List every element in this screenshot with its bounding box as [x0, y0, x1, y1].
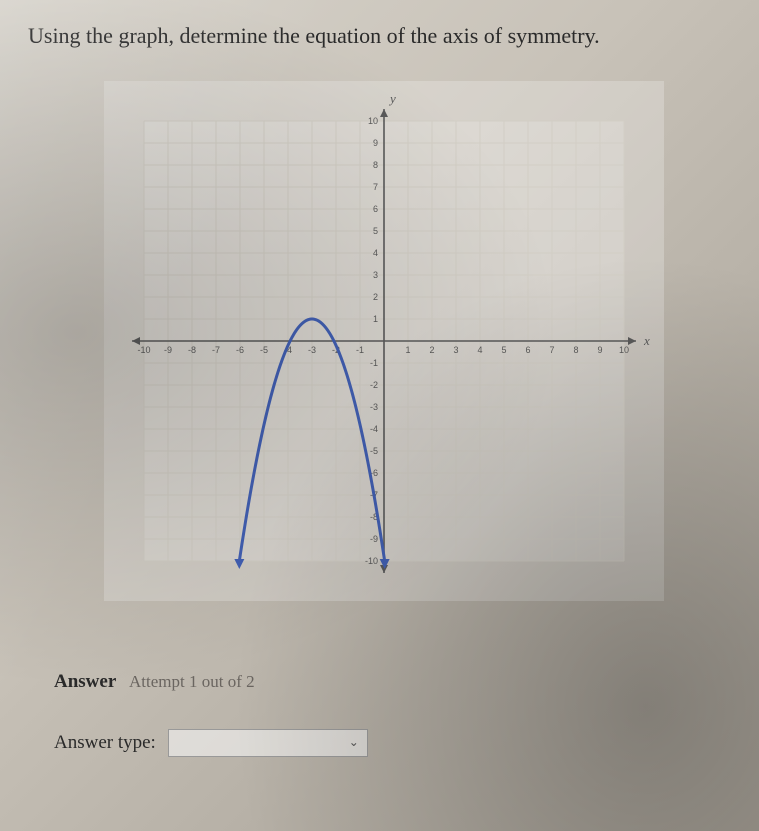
question-text: Using the graph, determine the equation …: [28, 22, 739, 51]
svg-text:-7: -7: [211, 345, 219, 355]
svg-text:y: y: [388, 91, 396, 106]
svg-text:-3: -3: [307, 345, 315, 355]
svg-text:x: x: [643, 333, 650, 348]
svg-text:7: 7: [549, 345, 554, 355]
answer-type-label: Answer type:: [54, 732, 156, 754]
answer-heading: Answer: [54, 671, 116, 692]
svg-text:6: 6: [372, 204, 377, 214]
svg-text:3: 3: [372, 270, 377, 280]
svg-text:-6: -6: [235, 345, 243, 355]
svg-text:-10: -10: [364, 556, 377, 566]
svg-text:8: 8: [573, 345, 578, 355]
svg-text:7: 7: [372, 182, 377, 192]
graph-container: -10-9-8-7-6-5-4-3-2-112345678910-10-9-8-…: [104, 81, 664, 601]
svg-text:-5: -5: [369, 446, 377, 456]
svg-text:-10: -10: [137, 345, 150, 355]
svg-text:2: 2: [429, 345, 434, 355]
chevron-down-icon: ⌄: [349, 735, 359, 750]
svg-text:4: 4: [372, 248, 377, 258]
svg-text:10: 10: [618, 345, 628, 355]
svg-text:-4: -4: [369, 424, 377, 434]
attempt-counter: Attempt 1 out of 2: [129, 672, 255, 691]
answer-heading-row: Answer Attempt 1 out of 2: [54, 671, 739, 693]
svg-text:5: 5: [372, 226, 377, 236]
svg-text:-9: -9: [163, 345, 171, 355]
svg-text:1: 1: [405, 345, 410, 355]
svg-text:-1: -1: [369, 358, 377, 368]
answer-type-select[interactable]: ⌄: [168, 729, 368, 757]
svg-text:10: 10: [367, 116, 377, 126]
svg-text:-2: -2: [369, 380, 377, 390]
svg-text:4: 4: [477, 345, 482, 355]
answer-type-row: Answer type: ⌄: [54, 729, 739, 757]
svg-text:5: 5: [501, 345, 506, 355]
svg-text:-3: -3: [369, 402, 377, 412]
svg-text:-8: -8: [187, 345, 195, 355]
svg-text:2: 2: [372, 292, 377, 302]
svg-text:6: 6: [525, 345, 530, 355]
answer-section: Answer Attempt 1 out of 2 Answer type: ⌄: [28, 671, 739, 757]
svg-text:-9: -9: [369, 534, 377, 544]
svg-text:9: 9: [597, 345, 602, 355]
svg-text:8: 8: [372, 160, 377, 170]
svg-text:9: 9: [372, 138, 377, 148]
svg-text:-1: -1: [355, 345, 363, 355]
coordinate-graph: -10-9-8-7-6-5-4-3-2-112345678910-10-9-8-…: [104, 81, 664, 601]
svg-text:1: 1: [372, 314, 377, 324]
svg-text:-5: -5: [259, 345, 267, 355]
svg-text:3: 3: [453, 345, 458, 355]
